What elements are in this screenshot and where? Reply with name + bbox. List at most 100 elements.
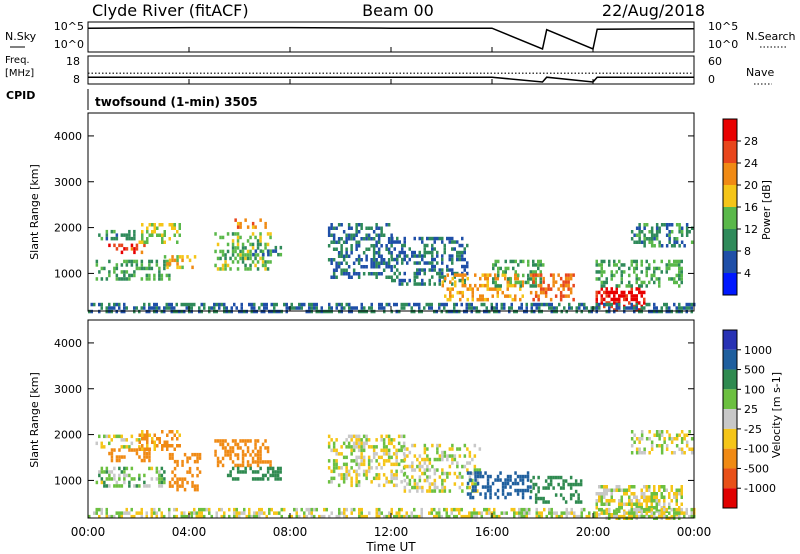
data-cell — [103, 480, 106, 485]
data-cell — [258, 306, 261, 310]
data-cell — [426, 464, 429, 469]
data-cell — [486, 276, 489, 281]
data-cell — [465, 514, 468, 519]
data-cell — [428, 482, 432, 486]
data-cell — [638, 514, 641, 519]
data-cell — [143, 480, 146, 485]
data-cell — [683, 451, 686, 455]
data-cell — [453, 471, 457, 476]
data-cell — [246, 225, 250, 229]
data-cell — [655, 495, 658, 499]
data-cell — [168, 456, 172, 460]
data-cell — [103, 484, 106, 488]
data-cell — [163, 233, 166, 237]
data-cell — [390, 507, 393, 512]
data-cell — [643, 280, 646, 285]
data-cell — [504, 266, 507, 271]
data-cell — [367, 226, 371, 230]
data-cell — [183, 309, 186, 314]
data-cell — [511, 481, 515, 486]
data-cell — [502, 270, 505, 274]
data-cell — [332, 445, 336, 449]
data-cell — [348, 306, 351, 310]
data-cell — [153, 444, 156, 448]
data-cell — [105, 484, 109, 488]
data-cell — [171, 226, 174, 230]
data-cell — [140, 263, 144, 267]
data-cell — [391, 236, 394, 241]
data-cell — [128, 480, 131, 485]
data-cell — [365, 233, 368, 237]
data-cell — [529, 284, 532, 288]
data-cell — [251, 246, 255, 250]
data-cell — [605, 502, 608, 506]
data-cell — [670, 485, 673, 489]
data-cell — [150, 306, 153, 310]
data-cell — [395, 452, 398, 456]
data-cell — [633, 502, 636, 506]
data-cell — [145, 266, 149, 271]
data-cell — [435, 514, 438, 519]
data-cell — [235, 507, 238, 512]
data-cell — [264, 267, 267, 271]
data-cell — [269, 466, 272, 471]
data-cell — [295, 514, 298, 519]
nave-tick-top: 60 — [708, 55, 722, 68]
data-cell — [473, 464, 477, 469]
data-cell — [115, 455, 119, 459]
data-cell — [158, 484, 161, 488]
data-cell — [660, 223, 664, 227]
data-cell — [168, 273, 171, 278]
data-cell — [395, 309, 398, 314]
data-cell — [220, 507, 223, 512]
data-cell — [493, 511, 496, 515]
data-cell — [466, 243, 469, 248]
data-cell — [115, 511, 118, 515]
data-cell — [345, 302, 348, 307]
data-cell — [90, 309, 93, 314]
data-cell — [408, 257, 411, 262]
data-cell — [438, 278, 441, 283]
data-cell — [141, 237, 144, 241]
data-cell — [370, 237, 373, 241]
data-cell — [118, 306, 121, 310]
data-cell — [123, 309, 126, 314]
data-cell — [188, 466, 192, 471]
data-cell — [615, 284, 618, 288]
data-cell — [342, 476, 346, 481]
data-cell — [463, 250, 466, 255]
data-cell — [133, 484, 136, 488]
data-cell — [675, 273, 678, 278]
data-cell — [108, 259, 111, 264]
data-cell — [264, 221, 267, 226]
data-cell — [350, 466, 353, 470]
data-cell — [143, 447, 146, 451]
data-cell — [600, 273, 603, 278]
data-cell — [226, 442, 230, 447]
data-cell — [665, 514, 668, 519]
data-cell — [413, 482, 417, 486]
data-cell — [255, 514, 258, 519]
data-cell — [180, 511, 183, 515]
data-cell — [191, 473, 194, 478]
data-cell — [393, 240, 396, 244]
data-cell — [113, 473, 116, 478]
data-cell — [345, 507, 348, 512]
data-cell — [458, 254, 461, 258]
data-cell — [680, 451, 684, 455]
data-cell — [229, 453, 232, 457]
data-cell — [153, 447, 156, 451]
data-cell — [521, 294, 524, 298]
data-cell — [486, 280, 489, 284]
data-cell — [403, 240, 406, 244]
data-cell — [630, 514, 633, 519]
data-cell — [471, 457, 474, 462]
data-cell — [458, 475, 462, 479]
data-cell — [670, 514, 673, 519]
data-cell — [153, 440, 156, 444]
data-cell — [405, 302, 408, 307]
data-cell — [519, 284, 522, 288]
data-cell — [135, 247, 139, 251]
data-cell — [239, 225, 242, 229]
